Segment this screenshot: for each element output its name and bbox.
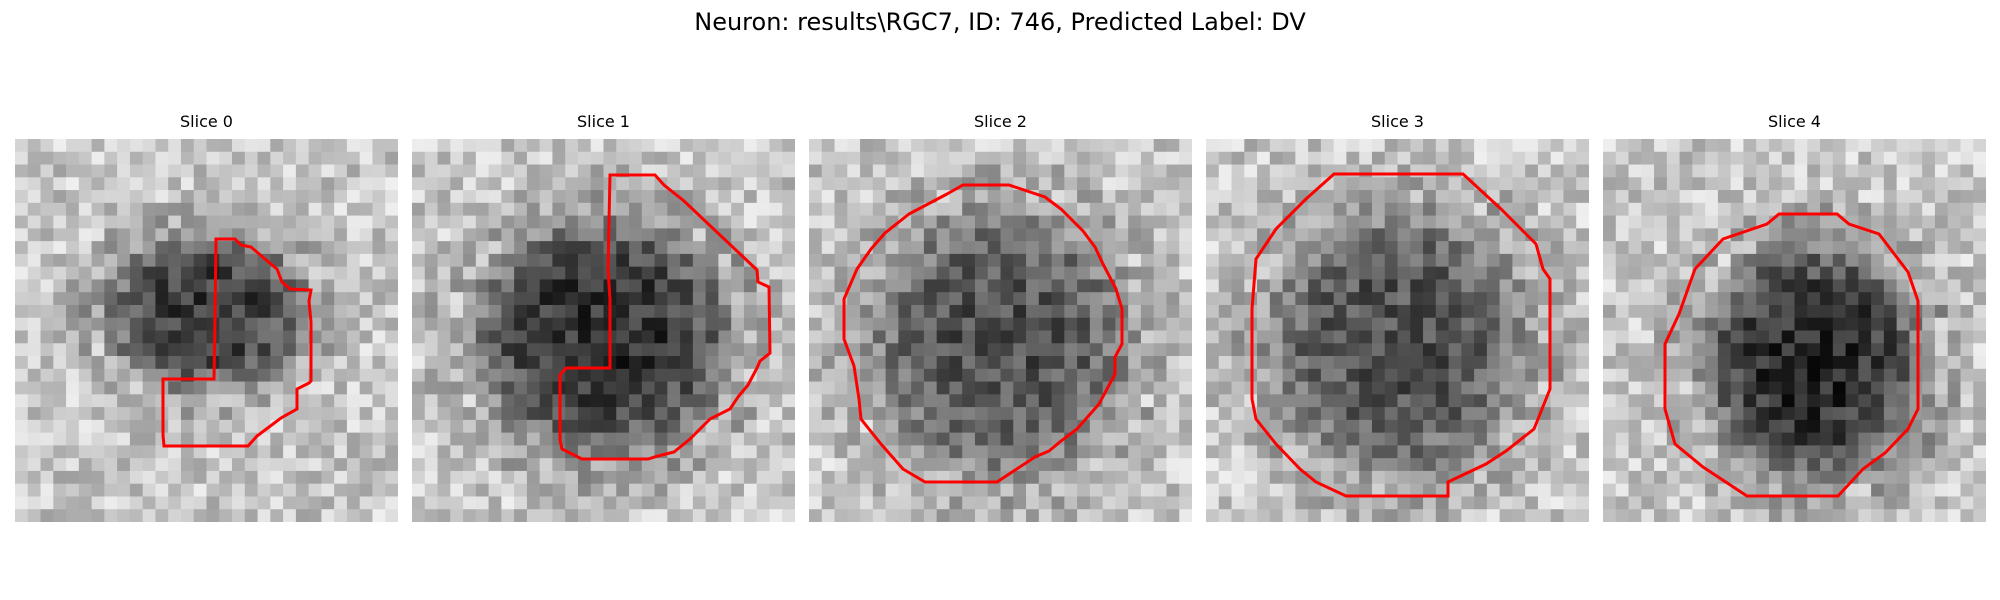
slice-panel-1: Slice 1 (412, 110, 795, 522)
slice-panel-3: Slice 3 (1206, 110, 1589, 522)
slice-title: Slice 4 (1768, 112, 1821, 131)
slice-image (809, 139, 1192, 522)
roi-contour (558, 173, 772, 461)
roi-contour (1663, 212, 1920, 498)
slice-panel-0: Slice 0 (15, 110, 398, 522)
roi-contour (161, 237, 313, 448)
slice-title: Slice 3 (1371, 112, 1424, 131)
slice-panel-2: Slice 2 (809, 110, 1192, 522)
slice-image (1603, 139, 1986, 522)
figure-title: Neuron: results\RGC7, ID: 746, Predicted… (694, 8, 1306, 36)
slice-panel-4: Slice 4 (1603, 110, 1986, 522)
slice-image (1206, 139, 1589, 522)
slice-title: Slice 0 (180, 112, 233, 131)
slice-title: Slice 1 (577, 112, 630, 131)
roi-contour (1250, 172, 1552, 498)
slice-title: Slice 2 (974, 112, 1027, 131)
slice-image (412, 139, 795, 522)
roi-contour (842, 183, 1124, 484)
slice-image (15, 139, 398, 522)
